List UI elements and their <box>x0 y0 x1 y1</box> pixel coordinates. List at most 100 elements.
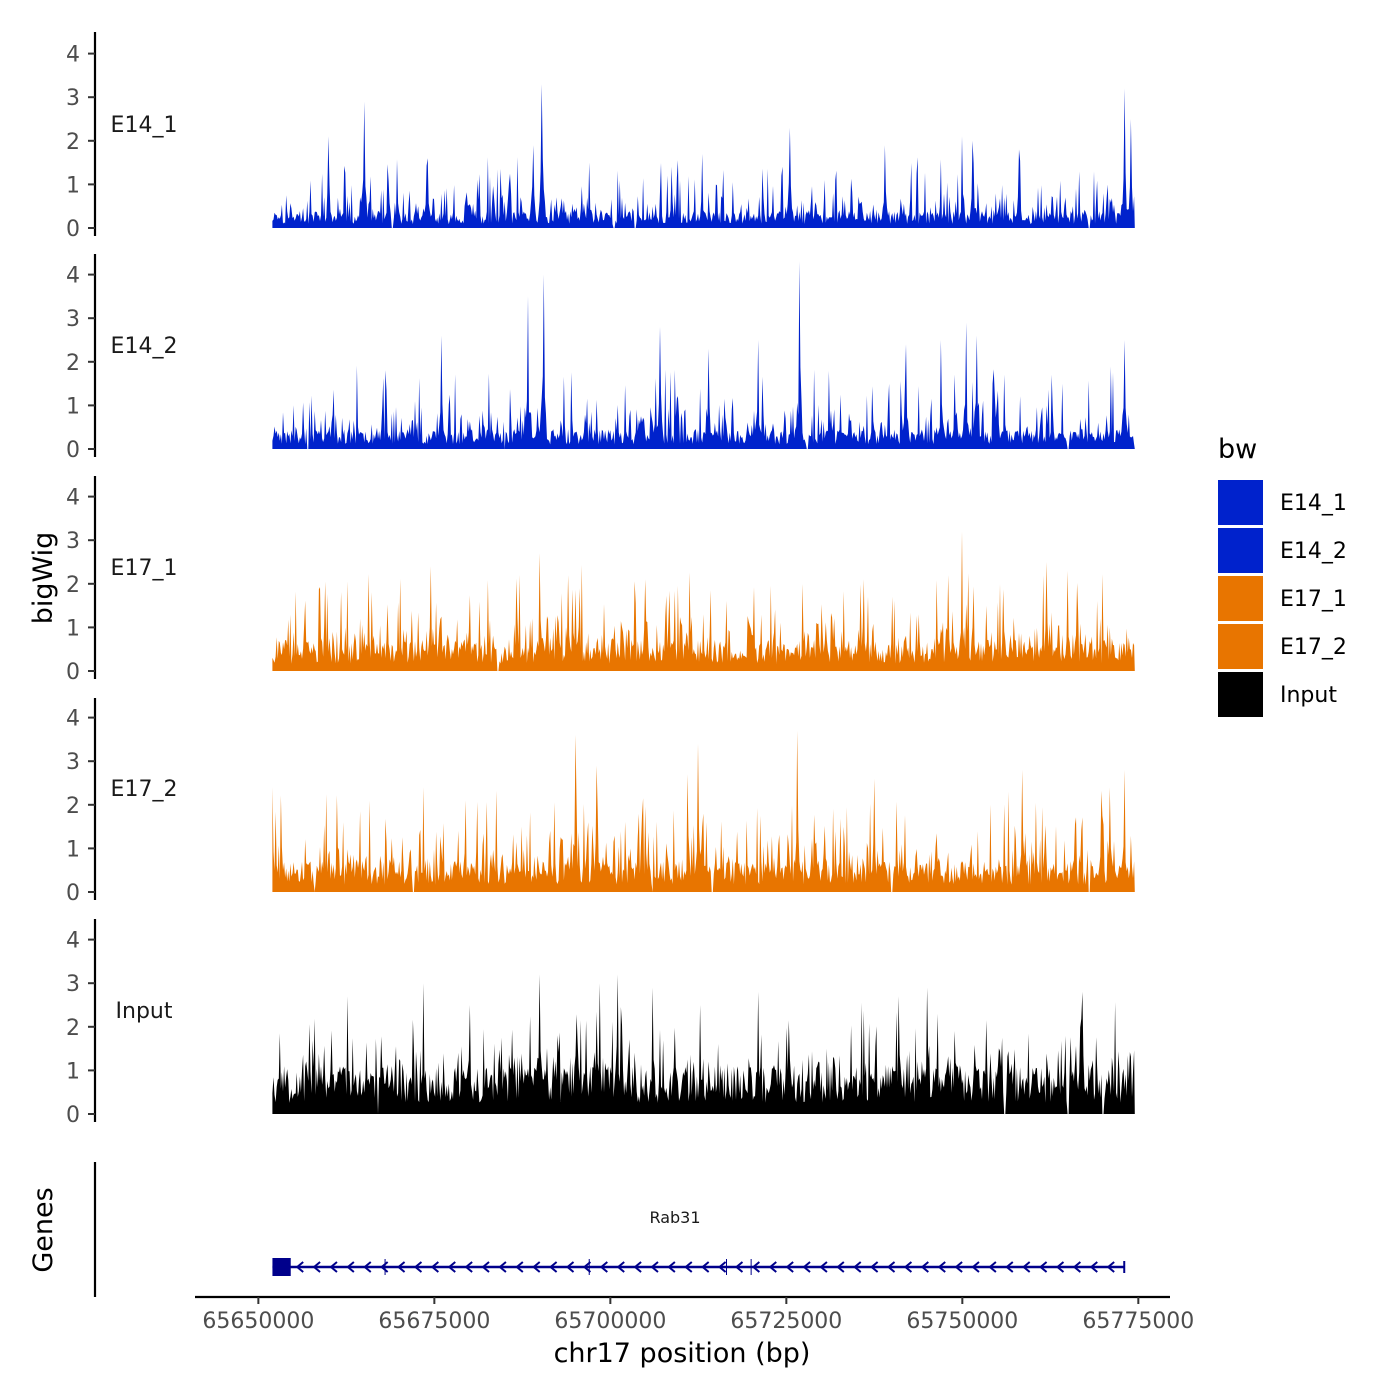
track-label-e14-2: E14_2 <box>111 334 178 359</box>
signal-area-e17-2 <box>272 730 1135 892</box>
track-e14-1: 0 1 2 3 4 E14_1 <box>66 32 1135 242</box>
legend-swatch-e14-2 <box>1218 528 1263 573</box>
gene-strand-chevron <box>464 1261 473 1273</box>
gene-strand-chevron <box>1072 1261 1082 1273</box>
gene-strand-chevron <box>785 1261 794 1273</box>
track-e17-2: 0 1 2 3 4 E17_2 <box>66 698 1135 906</box>
y-tick-label: 0 <box>66 1103 80 1128</box>
y-tick-label: 0 <box>66 217 80 242</box>
legend-label-e17-2: E17_2 <box>1280 635 1347 660</box>
gene-strand-chevron <box>616 1261 625 1273</box>
x-axis-title: chr17 position (bp) <box>554 1338 811 1369</box>
gene-strand-chevron <box>920 1261 929 1273</box>
gene-strand-chevron <box>870 1261 879 1273</box>
legend-swatch-e17-1 <box>1218 576 1263 621</box>
gene-strand-chevron <box>1089 1261 1098 1273</box>
gene-strand-chevron <box>650 1261 659 1273</box>
legend-title: bw <box>1218 434 1257 465</box>
gene-strand-chevron <box>819 1261 828 1273</box>
x-tick-label: 65675000 <box>378 1309 490 1334</box>
y-tick-label: 0 <box>66 881 80 906</box>
gene-strand-chevron <box>1022 1261 1031 1273</box>
gene-strand-chevron <box>886 1261 896 1273</box>
gene-strand-chevron <box>599 1261 608 1273</box>
x-tick-label: 65750000 <box>906 1309 1018 1334</box>
y-tick-label: 2 <box>66 351 80 376</box>
gene-strand-chevron <box>498 1261 507 1273</box>
gene-strand-chevron <box>447 1261 456 1273</box>
gene-strand-chevron <box>988 1261 997 1273</box>
gene-strand-chevron <box>802 1261 811 1273</box>
gene-strand-chevron <box>532 1261 541 1273</box>
legend-label-e14-1: E14_1 <box>1280 491 1347 516</box>
gene-strand-chevron <box>295 1261 304 1273</box>
gene-strand-chevron <box>1039 1261 1048 1273</box>
y-axis-title: bigWig <box>28 532 59 625</box>
gene-strand-chevron <box>1055 1261 1065 1273</box>
gene-strand-chevron <box>684 1261 693 1273</box>
gene-strand-chevron <box>903 1261 913 1273</box>
gene-strand-chevron <box>380 1261 389 1273</box>
y-tick-label: 4 <box>66 486 80 511</box>
y-tick-label: 0 <box>66 438 80 463</box>
x-tick-label: 65725000 <box>730 1309 842 1334</box>
gene-strand-chevron <box>734 1261 744 1273</box>
gene-strand-chevron <box>413 1261 423 1273</box>
track-label-e14-1: E14_1 <box>111 113 178 138</box>
gene-strand-chevron <box>667 1261 676 1273</box>
gene-model <box>272 1258 1126 1276</box>
genes-track-title: Genes <box>28 1187 59 1272</box>
y-tick-label: 1 <box>66 837 80 862</box>
gene-strand-chevron <box>312 1261 321 1273</box>
gene-strand-chevron <box>1005 1261 1014 1273</box>
gene-strand-chevron <box>836 1261 845 1273</box>
y-tick-label: 0 <box>66 660 80 685</box>
y-tick-label: 3 <box>66 972 80 997</box>
x-axis: 65650000 65675000 65700000 65725000 65750000… <box>195 1295 1194 1334</box>
gene-strand-chevron <box>565 1261 575 1273</box>
gene-strand-chevron <box>954 1261 963 1273</box>
signal-area-e17-1 <box>272 531 1135 671</box>
y-tick-label: 4 <box>66 43 80 68</box>
gene-strand-chevron <box>329 1261 338 1273</box>
y-tick-label: 3 <box>66 86 80 111</box>
track-label-e17-2: E17_2 <box>111 777 178 802</box>
legend-swatch-e14-1 <box>1218 480 1263 525</box>
legend-label-e17-1: E17_1 <box>1280 587 1347 612</box>
gene-strand-chevron <box>768 1261 777 1273</box>
y-tick-label: 2 <box>66 794 80 819</box>
legend-label-e14-2: E14_2 <box>1280 539 1347 564</box>
track-e17-1: 0 1 2 3 4 E17_1 <box>66 476 1135 685</box>
signal-area-input <box>272 974 1135 1114</box>
y-tick-label: 4 <box>66 707 80 732</box>
y-tick-label: 2 <box>66 130 80 155</box>
gene-strand-chevron <box>515 1261 524 1273</box>
y-tick-label: 4 <box>66 929 80 954</box>
gene-strand-chevron <box>701 1261 710 1273</box>
gene-strand-chevron <box>363 1261 372 1273</box>
y-tick-label: 1 <box>66 616 80 641</box>
y-tick-label: 2 <box>66 1016 80 1041</box>
gene-strand-chevron <box>549 1261 558 1273</box>
track-label-input: Input <box>116 999 173 1024</box>
gene-exon <box>272 1258 291 1276</box>
y-tick-label: 3 <box>66 750 80 775</box>
y-tick-label: 1 <box>66 173 80 198</box>
y-tick-label: 4 <box>66 264 80 289</box>
legend-swatch-input <box>1218 672 1263 717</box>
x-tick-label: 65650000 <box>202 1309 314 1334</box>
gene-strand-chevron <box>430 1261 439 1273</box>
gene-strand-chevron <box>396 1261 406 1273</box>
gene-strand-chevron <box>718 1261 727 1273</box>
x-tick-label: 65700000 <box>554 1309 666 1334</box>
y-tick-label: 3 <box>66 307 80 332</box>
track-e14-2: 0 1 2 3 4 E14_2 <box>66 254 1135 463</box>
gene-strand-chevron <box>481 1261 490 1273</box>
gene-label: Rab31 <box>649 1208 700 1227</box>
gene-strand-chevron <box>582 1261 592 1273</box>
gene-strand-chevron <box>853 1261 862 1273</box>
signal-area-e14-1 <box>272 84 1135 228</box>
gene-strand-chevron <box>1106 1261 1115 1273</box>
